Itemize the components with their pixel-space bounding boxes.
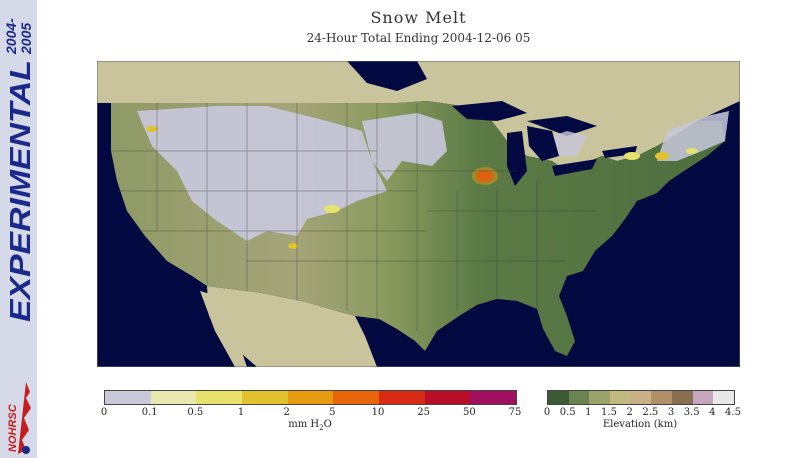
map-title: Snow Melt bbox=[370, 8, 467, 27]
elevation-swatch bbox=[671, 391, 693, 404]
snow-melt-colorbar bbox=[104, 390, 517, 405]
elevation-swatch bbox=[568, 391, 590, 404]
nohrsc-logo: NOHRSC bbox=[7, 382, 31, 454]
snow-melt-map bbox=[97, 61, 740, 367]
elevation-tick: 4 bbox=[709, 407, 716, 418]
great-lakes bbox=[452, 101, 527, 121]
unit-prefix: mm H bbox=[288, 419, 320, 430]
elevation-tick: 0 bbox=[543, 407, 551, 418]
elevation-colorbar bbox=[547, 390, 735, 405]
snow-melt-swatch bbox=[470, 391, 516, 404]
snow-melt-swatch bbox=[287, 391, 334, 404]
snow-cover-plains bbox=[362, 113, 447, 181]
elevation-swatch bbox=[630, 391, 652, 404]
elevation-swatch bbox=[548, 391, 569, 404]
snow-melt-unit: mm H2O bbox=[288, 419, 332, 432]
snow-melt-tick: 0.5 bbox=[187, 407, 204, 418]
elevation-tick: 2 bbox=[626, 407, 633, 418]
elevation-tick: 1 bbox=[585, 407, 592, 418]
elevation-tick: 0.5 bbox=[559, 407, 576, 418]
elevation-swatch bbox=[692, 391, 714, 404]
snow-melt-tick: 1 bbox=[237, 407, 245, 418]
elevation-swatch bbox=[609, 391, 631, 404]
elevation-swatch bbox=[713, 391, 734, 404]
sidebar: 2004- 2005 EXPERIMENTAL NOHRSC bbox=[0, 0, 37, 458]
snow-melt-tick: 10 bbox=[371, 407, 385, 418]
year-line-2: 2005 bbox=[18, 23, 34, 55]
snow-melt-swatch bbox=[333, 391, 379, 404]
snow-melt-tick: 5 bbox=[329, 407, 336, 418]
experimental-text: EXPERIMENTAL bbox=[5, 60, 37, 322]
map-subtitle: 24-Hour Total Ending 2004-12-06 05 bbox=[306, 31, 531, 45]
snow-cover-northeast bbox=[657, 111, 729, 161]
snow-melt-tick: 0 bbox=[100, 407, 108, 418]
elevation-tick: 3.5 bbox=[683, 407, 700, 418]
mexico-land bbox=[207, 286, 377, 367]
elevation-swatch bbox=[651, 391, 672, 404]
experimental-label: EXPERIMENTAL bbox=[5, 60, 37, 322]
snow-melt-tick: 50 bbox=[462, 407, 476, 418]
season-year: 2004- 2005 bbox=[3, 18, 34, 55]
elevation-tick: 2.5 bbox=[642, 407, 659, 418]
state-boundaries bbox=[111, 103, 597, 331]
snow-melt-swatch bbox=[150, 391, 197, 404]
logo-text: NOHRSC bbox=[7, 403, 19, 452]
snow-melt-swatch bbox=[424, 391, 471, 404]
unit-subscript: 2 bbox=[319, 424, 324, 432]
snow-melt-swatch bbox=[105, 391, 151, 404]
snow-melt-swatch bbox=[196, 391, 242, 404]
elevation-tick: 1.5 bbox=[601, 407, 617, 418]
elevation-unit: Elevation (km) bbox=[602, 419, 678, 430]
snow-melt-swatch bbox=[241, 391, 288, 404]
unit-suffix: O bbox=[323, 419, 332, 430]
snow-melt-tick: 25 bbox=[417, 407, 431, 418]
elevation-swatch bbox=[589, 391, 610, 404]
year-line-1: 2004- bbox=[3, 18, 19, 55]
elevation-tick: 4.5 bbox=[725, 407, 741, 418]
snow-melt-swatch bbox=[378, 391, 425, 404]
snow-melt-tick: 0.1 bbox=[141, 407, 158, 418]
elevation-tick: 3 bbox=[667, 407, 675, 418]
canadian-water bbox=[347, 61, 427, 91]
snow-cover-west bbox=[137, 106, 387, 241]
snow-melt-tick: 75 bbox=[508, 407, 522, 418]
snow-melt-tick: 2 bbox=[283, 407, 290, 418]
